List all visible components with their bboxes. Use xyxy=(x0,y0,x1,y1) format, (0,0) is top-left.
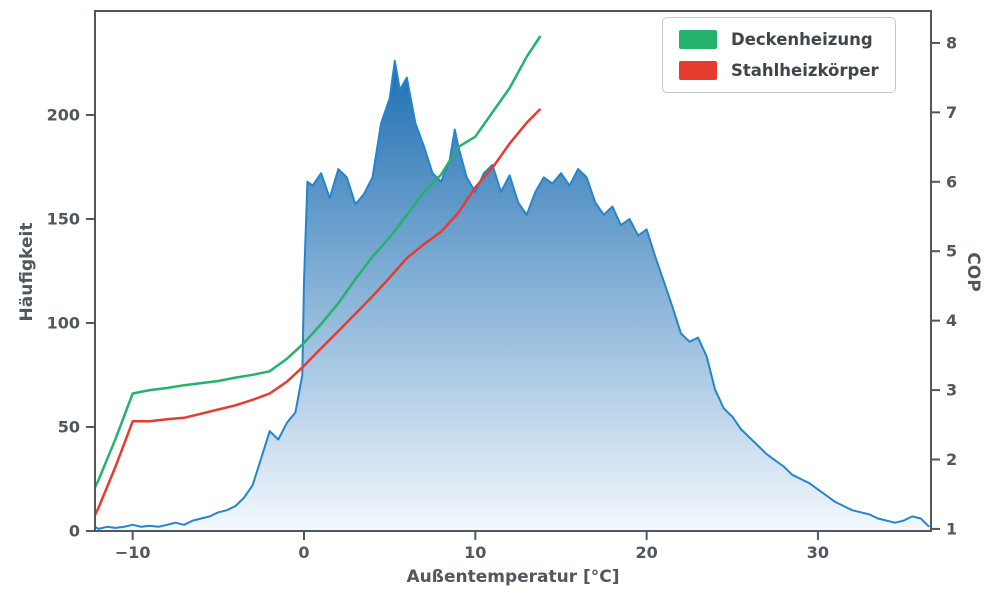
plot-border xyxy=(94,10,932,532)
frequency-area xyxy=(95,60,930,532)
legend-item-deckenheizung: Deckenheizung xyxy=(679,30,879,49)
y-right-tick-label: 6 xyxy=(946,172,957,191)
frequency-line xyxy=(94,59,930,530)
y-left-tick-label: 100 xyxy=(47,314,80,333)
y-left-tick-label: 200 xyxy=(47,106,80,125)
y-right-tick-label: 7 xyxy=(946,103,957,122)
y-right-tick-label: 8 xyxy=(946,33,957,52)
cop-line-1 xyxy=(93,108,542,516)
x-tick-label: −10 xyxy=(115,543,151,562)
y-left-tick-label: 50 xyxy=(58,418,80,437)
legend: Deckenheizung Stahlheizkörper xyxy=(662,17,896,93)
y-right-tick-label: 5 xyxy=(946,242,957,261)
x-tick-label: 20 xyxy=(635,543,657,562)
x-tick-label: 0 xyxy=(298,543,309,562)
legend-swatch-red xyxy=(679,61,717,80)
y-axis-label-right: COP xyxy=(963,252,983,292)
legend-label-deckenheizung: Deckenheizung xyxy=(731,30,873,49)
x-axis-label: Außentemperatur [°C] xyxy=(406,567,620,587)
cop-line-0 xyxy=(93,35,542,488)
x-tick-label: 30 xyxy=(807,543,829,562)
y-right-tick-label: 4 xyxy=(946,311,957,330)
legend-label-stahlheizkoerper: Stahlheizkörper xyxy=(731,61,879,80)
legend-swatch-green xyxy=(679,30,717,49)
legend-item-stahlheizkoerper: Stahlheizkörper xyxy=(679,61,879,80)
x-tick-label: 10 xyxy=(464,543,486,562)
y-right-tick-label: 1 xyxy=(946,519,957,538)
y-axis-label-left: Häufigkeit xyxy=(17,222,37,322)
y-right-tick-label: 3 xyxy=(946,381,957,400)
y-left-tick-label: 0 xyxy=(69,522,80,541)
y-right-tick-label: 2 xyxy=(946,450,957,469)
y-left-tick-label: 150 xyxy=(47,210,80,229)
